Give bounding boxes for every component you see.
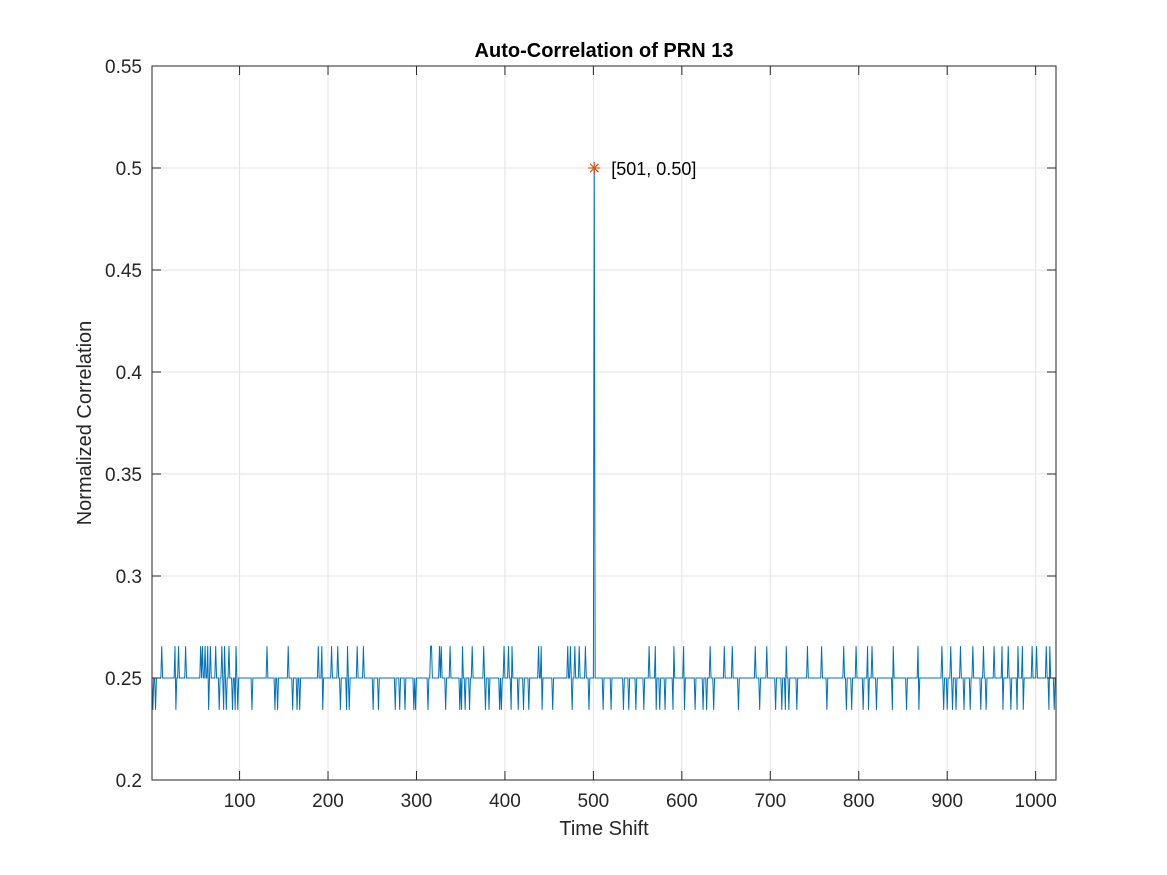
- x-tick-label: 400: [489, 791, 521, 812]
- x-tick-label: 100: [224, 791, 256, 812]
- y-tick-label: 0.45: [105, 261, 142, 282]
- y-tick-label: 0.25: [105, 669, 142, 690]
- x-axis-label: Time Shift: [559, 818, 649, 840]
- x-tick-label: 1000: [1015, 791, 1057, 812]
- y-axis-ticks: 0.2 0.25 0.3 0.35 0.4 0.45 0.5 0.55: [105, 57, 1056, 792]
- y-tick-label: 0.5: [116, 159, 142, 180]
- y-tick-label: 0.3: [116, 567, 142, 588]
- x-tick-label: 600: [666, 791, 698, 812]
- plot-area: [152, 66, 1056, 780]
- x-tick-label: 500: [578, 791, 610, 812]
- peak-annotation: [501, 0.50]: [588, 159, 696, 179]
- x-axis-ticks: 100 200 300 400 500 600 700 800 900 1000: [224, 66, 1057, 812]
- y-tick-label: 0.55: [105, 57, 142, 78]
- x-tick-label: 900: [931, 791, 963, 812]
- peak-marker-stroke: [589, 163, 599, 173]
- series-group: [151, 167, 1056, 710]
- y-tick-label: 0.2: [116, 771, 142, 792]
- y-tick-label: 0.35: [105, 465, 142, 486]
- y-tick-label: 0.4: [116, 363, 143, 384]
- x-tick-label: 800: [843, 791, 875, 812]
- correlation-line: [151, 167, 1056, 710]
- x-tick-label: 300: [401, 791, 433, 812]
- x-tick-label: 200: [312, 791, 344, 812]
- peak-annotation-label: [501, 0.50]: [611, 159, 696, 179]
- chart-title: Auto-Correlation of PRN 13: [475, 40, 734, 62]
- x-tick-label: 700: [754, 791, 786, 812]
- axes-box: [151, 65, 1057, 781]
- y-axis-label: Normalized Correlation: [74, 321, 96, 526]
- axes-frame: [151, 65, 1057, 781]
